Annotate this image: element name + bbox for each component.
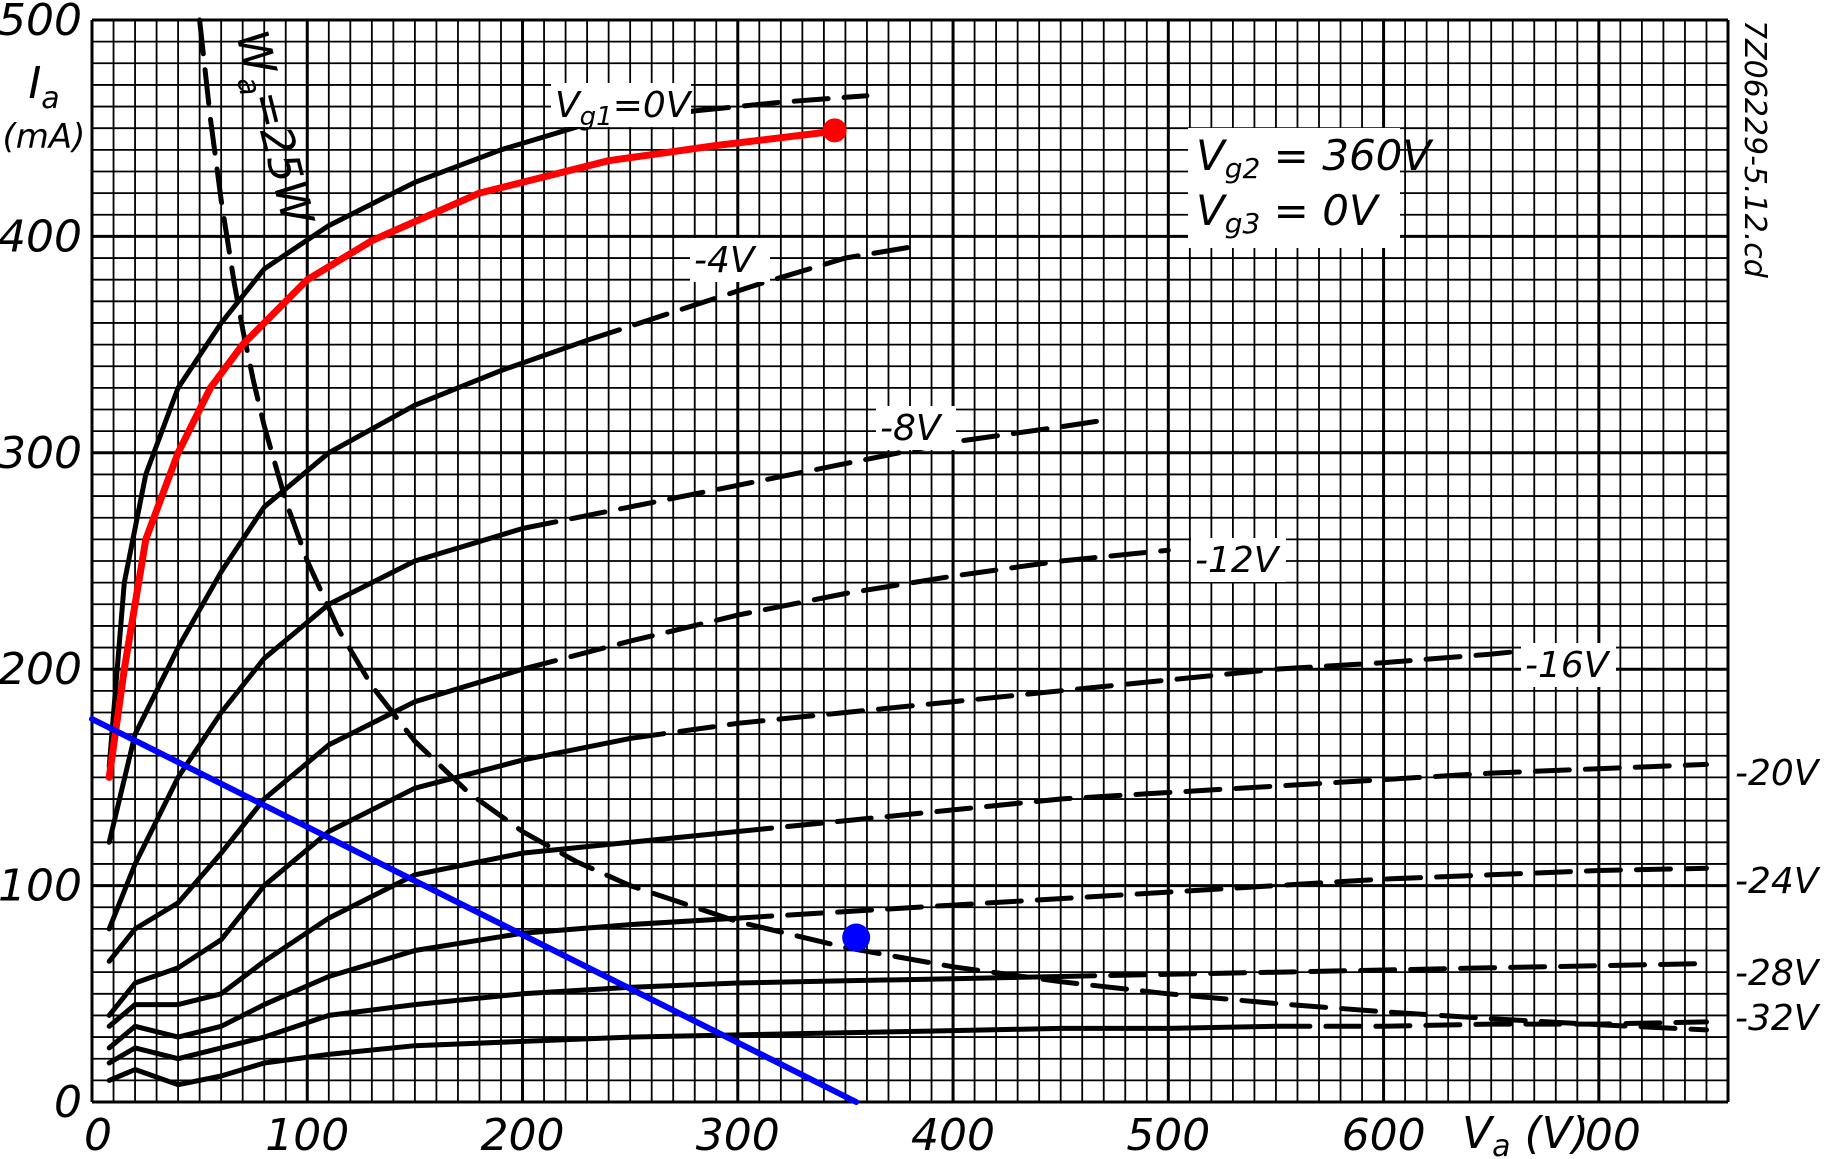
- blue-point: [842, 923, 871, 952]
- conditions-box: [1188, 128, 1400, 248]
- series-label: -16V: [1525, 645, 1611, 686]
- series-label-bg: [551, 83, 691, 127]
- x-tick-label: 500: [1126, 1110, 1210, 1159]
- x-tick-bg: [1120, 1108, 1217, 1158]
- load-lines: [89, 118, 871, 1105]
- x-tick-bg: [905, 1108, 1002, 1158]
- y-tick-label: 400: [0, 211, 82, 262]
- y-tick-label: 300: [0, 428, 82, 479]
- series-label-bg: [1521, 643, 1616, 687]
- y-tick-label: 0: [54, 1077, 82, 1128]
- series-3-solid: [106, 666, 525, 964]
- series-label-bg: [1191, 538, 1286, 582]
- x-tick-label: 0: [84, 1110, 112, 1159]
- y-tick-label: 200: [0, 644, 82, 695]
- series-0-dashed: [692, 93, 870, 114]
- series-5-dashed: [735, 761, 1709, 834]
- series-label: -24V: [1735, 861, 1821, 902]
- y-axis-label: Ia: [28, 58, 59, 116]
- series-label: Vg1=0V: [555, 85, 693, 132]
- x-tick-label: 400: [911, 1110, 995, 1159]
- series-label: -12V: [1195, 540, 1281, 581]
- series-1-solid: [106, 337, 590, 845]
- series-label-bg: [1731, 751, 1826, 795]
- x-tick-label: 300: [696, 1110, 780, 1159]
- series-label-bg: [690, 238, 770, 282]
- x-tick-label: 600: [1342, 1110, 1426, 1159]
- series-5-solid: [106, 829, 741, 1029]
- y-axis-unit: (mA): [3, 117, 86, 157]
- series-1-dashed: [584, 244, 913, 343]
- series-label-bg: [1731, 951, 1826, 995]
- series-6-solid: [106, 915, 741, 1051]
- figure-code: 7Z06229-5.12.cd: [1737, 20, 1772, 279]
- x-axis-label: Va (V): [1462, 1108, 1589, 1159]
- x-tick-bg: [259, 1108, 356, 1158]
- x-tick-bg: [689, 1108, 786, 1158]
- red-point: [822, 118, 847, 143]
- series-label: -20V: [1735, 753, 1821, 794]
- y-tick-label: 500: [0, 0, 82, 46]
- series-2-solid: [106, 526, 525, 932]
- x-tick-bg: [474, 1108, 571, 1158]
- series-2-dashed: [520, 417, 1107, 531]
- series-7-solid: [106, 974, 1064, 1066]
- series-label: -8V: [880, 408, 943, 449]
- series-label-bg: [1731, 996, 1826, 1040]
- series-label: -32V: [1735, 998, 1821, 1039]
- red-load-curve: [105, 126, 839, 781]
- series-4-solid: [106, 735, 633, 1018]
- series-label: -4V: [694, 240, 757, 281]
- series-4-dashed: [627, 649, 1516, 741]
- series-3-dashed: [520, 547, 1171, 672]
- series-8-solid: [106, 1023, 1279, 1088]
- x-tick-bg: [1335, 1108, 1432, 1158]
- x-tick-label: 200: [481, 1110, 565, 1159]
- x-label-bg: [1450, 1108, 1580, 1158]
- y-label-bg: [6, 50, 86, 155]
- condition-vg3: Vg3 = 0V: [1196, 186, 1381, 240]
- y-tick-label: 100: [0, 861, 82, 912]
- series-label-bg: [1731, 859, 1826, 903]
- series-label-bg: [876, 406, 956, 450]
- condition-vg2: Vg2 = 360V: [1196, 131, 1434, 185]
- series-label: -28V: [1735, 953, 1821, 994]
- blue-load-line: [89, 716, 860, 1105]
- power-limit-curve: [197, 17, 1709, 1033]
- power-limit-line: [197, 17, 1709, 1033]
- series-6-dashed: [735, 865, 1709, 921]
- x-tick-label: 100: [265, 1110, 349, 1159]
- series-7-dashed: [1058, 961, 1709, 979]
- series-8-dashed: [1273, 1019, 1709, 1029]
